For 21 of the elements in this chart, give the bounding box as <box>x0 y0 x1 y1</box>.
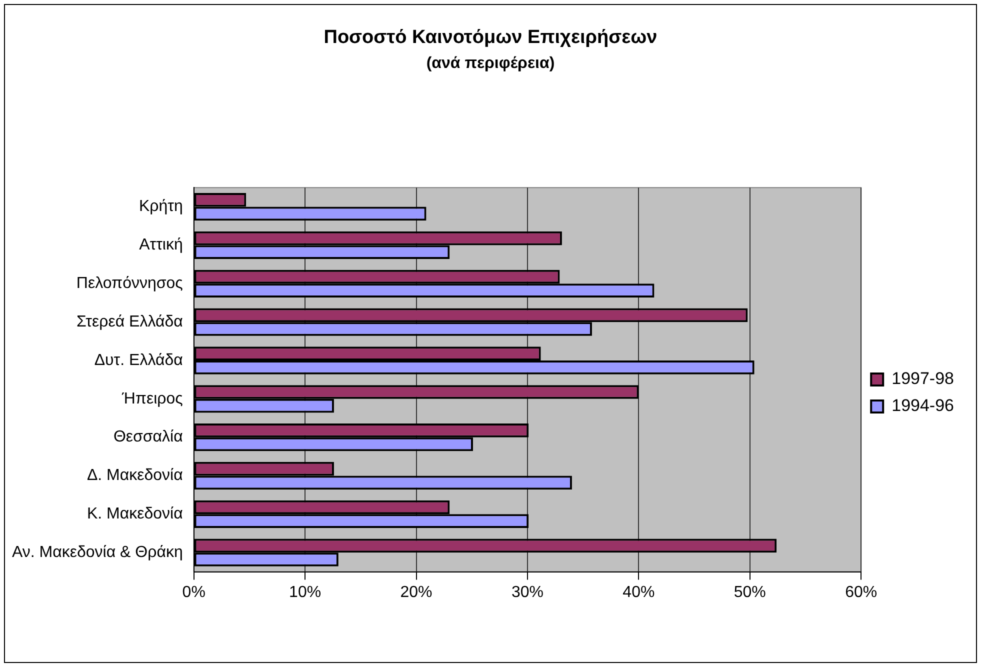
y-tick-label: Δ. Μακεδονία <box>86 467 183 484</box>
chart-title: Ποσοστό Καινοτόμων Επιχειρήσεων <box>322 27 658 49</box>
y-tick-label: Ήπειρος <box>121 390 184 408</box>
y-tick-label: Δυτ. Ελλάδα <box>94 352 183 369</box>
y-tick-label: Στερεά Ελλάδα <box>76 313 183 330</box>
legend-label: 1997-98 <box>892 369 954 388</box>
x-tick-label: 50% <box>734 584 766 601</box>
y-tick-label: Πελοπόννησος <box>76 275 184 292</box>
chart-subtitle: (ανά περιφέρεια) <box>425 55 556 73</box>
x-tick-label: 30% <box>511 584 544 601</box>
x-tick-label: 20% <box>400 584 432 601</box>
x-tick-label: 0% <box>182 584 206 601</box>
y-tick-label: Κ. Μακεδονία <box>86 506 183 523</box>
x-tick-label: 60% <box>845 584 878 601</box>
y-tick-label: Αττική <box>139 236 183 254</box>
x-tick-label: 10% <box>289 584 322 601</box>
legend-label: 1994-96 <box>892 396 954 416</box>
y-tick-label: Αν. Μακεδονία & Θράκη <box>12 544 183 561</box>
x-tick-label: 40% <box>622 584 655 601</box>
y-tick-label: Κρήτη <box>138 198 183 216</box>
y-tick-label: Θεσσαλία <box>113 428 183 446</box>
